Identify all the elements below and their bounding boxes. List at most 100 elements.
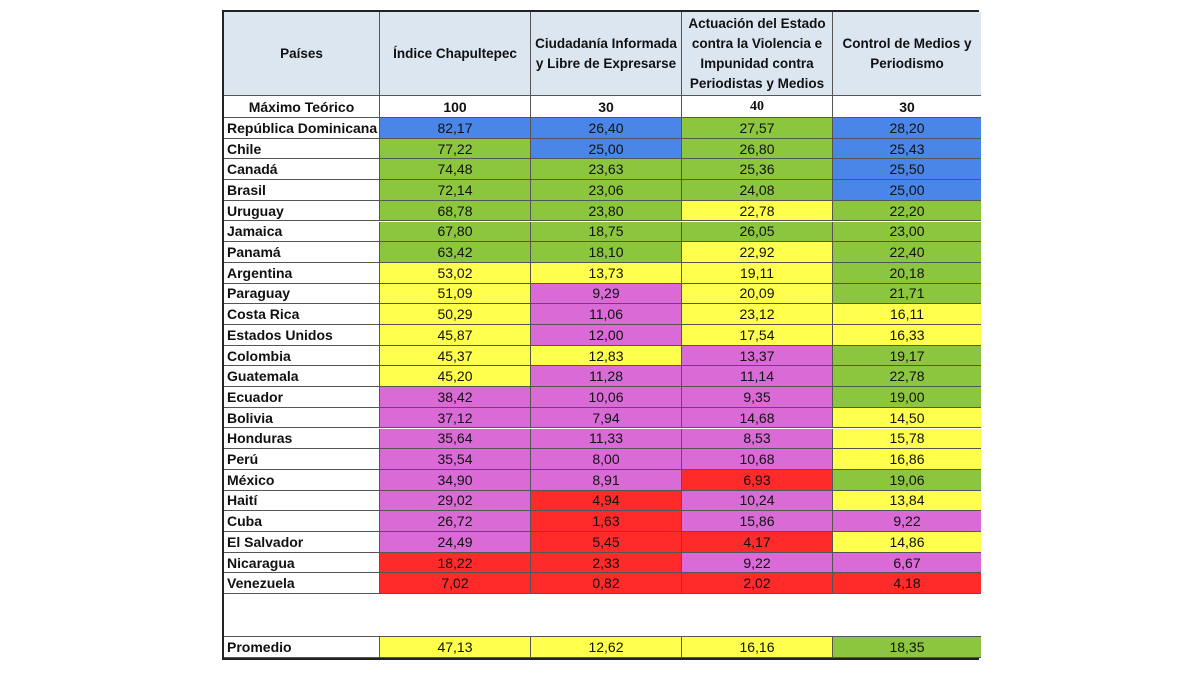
- score-cell: 25,36: [682, 159, 833, 181]
- country-name: Uruguay: [224, 200, 380, 222]
- country-name: Guatemala: [224, 366, 380, 388]
- score-cell: 4,18: [833, 573, 981, 595]
- score-cell: 20,09: [682, 283, 833, 305]
- score-cell: 18,75: [531, 221, 682, 243]
- score-cell: 25,50: [833, 159, 981, 181]
- country-name: Argentina: [224, 262, 380, 284]
- table-row: Jamaica 67,80 18,75 26,05 23,00: [224, 221, 981, 243]
- score-cell: 11,14: [682, 366, 833, 388]
- score-cell: 68,78: [380, 200, 531, 222]
- table-header-row: Países Índice Chapultepec Ciudadanía Inf…: [224, 12, 981, 96]
- country-name: Cuba: [224, 511, 380, 532]
- table-row: Canadá 74,48 23,63 25,36 25,50: [224, 159, 981, 181]
- table-row: Cuba 26,72 1,63 15,86 9,22: [224, 511, 981, 532]
- max-theoretical-label: Máximo Teórico: [224, 96, 380, 118]
- score-cell: 8,53: [682, 428, 833, 450]
- country-name: Jamaica: [224, 221, 380, 243]
- average-value: 18,35: [833, 637, 981, 658]
- score-cell: 1,63: [531, 511, 682, 532]
- header-chapultepec-index: Índice Chapultepec: [380, 12, 531, 96]
- table-row: República Dominicana 82,17 26,40 27,57 28,20: [224, 118, 981, 139]
- score-cell: 22,78: [833, 366, 981, 388]
- score-cell: 19,06: [833, 469, 981, 491]
- score-cell: 14,68: [682, 407, 833, 429]
- max-value: 30: [531, 96, 682, 118]
- max-theoretical-row: Máximo Teórico 100 30 40 30: [224, 96, 981, 118]
- score-cell: 22,92: [682, 242, 833, 263]
- country-name: República Dominicana: [224, 118, 380, 139]
- score-cell: 23,06: [531, 180, 682, 201]
- max-value: 40: [682, 96, 833, 118]
- country-name: Estados Unidos: [224, 325, 380, 346]
- table-row: Venezuela 7,02 0,82 2,02 4,18: [224, 573, 981, 595]
- average-value: 16,16: [682, 637, 833, 658]
- score-cell: 67,80: [380, 221, 531, 243]
- score-cell: 82,17: [380, 118, 531, 139]
- table-row: Uruguay 68,78 23,80 22,78 22,20: [224, 200, 981, 222]
- table-row: Guatemala 45,20 11,28 11,14 22,78: [224, 366, 981, 388]
- score-cell: 8,00: [531, 449, 682, 470]
- score-cell: 11,33: [531, 428, 682, 450]
- score-cell: 23,00: [833, 221, 981, 243]
- score-cell: 22,78: [682, 200, 833, 222]
- score-cell: 26,72: [380, 511, 531, 532]
- score-cell: 28,20: [833, 118, 981, 139]
- table-row: Paraguay 51,09 9,29 20,09 21,71: [224, 283, 981, 305]
- header-informed-citizenship: Ciudadanía Informada y Libre de Expresar…: [531, 12, 682, 96]
- blank-cell: [380, 595, 531, 637]
- score-cell: 26,05: [682, 221, 833, 243]
- table-row: Colombia 45,37 12,83 13,37 19,17: [224, 345, 981, 367]
- score-cell: 5,45: [531, 532, 682, 553]
- score-cell: 19,11: [682, 262, 833, 284]
- score-cell: 37,12: [380, 407, 531, 429]
- score-cell: 29,02: [380, 490, 531, 512]
- table-row: México 34,90 8,91 6,93 19,06: [224, 469, 981, 491]
- score-cell: 4,94: [531, 490, 682, 512]
- score-cell: 35,64: [380, 428, 531, 450]
- score-cell: 8,91: [531, 469, 682, 491]
- score-cell: 77,22: [380, 138, 531, 160]
- score-cell: 9,22: [833, 511, 981, 532]
- score-cell: 23,12: [682, 304, 833, 325]
- score-cell: 9,22: [682, 552, 833, 574]
- score-cell: 6,67: [833, 552, 981, 574]
- score-cell: 23,63: [531, 159, 682, 181]
- blank-cell: [224, 595, 380, 637]
- table-row: Nicaragua 18,22 2,33 9,22 6,67: [224, 552, 981, 574]
- table-row: El Salvador 24,49 5,45 4,17 14,86: [224, 532, 981, 553]
- table-row: Estados Unidos 45,87 12,00 17,54 16,33: [224, 325, 981, 346]
- score-cell: 16,33: [833, 325, 981, 346]
- score-cell: 23,80: [531, 200, 682, 222]
- score-cell: 20,18: [833, 262, 981, 284]
- score-cell: 21,71: [833, 283, 981, 305]
- score-cell: 9,29: [531, 283, 682, 305]
- score-cell: 13,37: [682, 345, 833, 367]
- country-name: Perú: [224, 449, 380, 470]
- table-row: Honduras 35,64 11,33 8,53 15,78: [224, 428, 981, 450]
- country-name: Bolivia: [224, 407, 380, 429]
- score-cell: 7,02: [380, 573, 531, 595]
- score-cell: 17,54: [682, 325, 833, 346]
- country-name: Colombia: [224, 345, 380, 367]
- score-cell: 14,86: [833, 532, 981, 553]
- score-cell: 10,68: [682, 449, 833, 470]
- score-cell: 10,06: [531, 387, 682, 408]
- score-cell: 2,02: [682, 573, 833, 595]
- table-row: Bolivia 37,12 7,94 14,68 14,50: [224, 407, 981, 429]
- score-cell: 35,54: [380, 449, 531, 470]
- average-value: 47,13: [380, 637, 531, 658]
- average-label: Promedio: [224, 637, 380, 658]
- score-cell: 45,87: [380, 325, 531, 346]
- score-cell: 11,28: [531, 366, 682, 388]
- score-cell: 50,29: [380, 304, 531, 325]
- country-name: México: [224, 469, 380, 491]
- score-cell: 25,00: [833, 180, 981, 201]
- score-cell: 14,50: [833, 407, 981, 429]
- score-cell: 16,86: [833, 449, 981, 470]
- country-name: El Salvador: [224, 532, 380, 553]
- score-cell: 63,42: [380, 242, 531, 263]
- table-row: Haití 29,02 4,94 10,24 13,84: [224, 490, 981, 512]
- country-name: Ecuador: [224, 387, 380, 408]
- score-cell: 13,73: [531, 262, 682, 284]
- country-name: Chile: [224, 138, 380, 160]
